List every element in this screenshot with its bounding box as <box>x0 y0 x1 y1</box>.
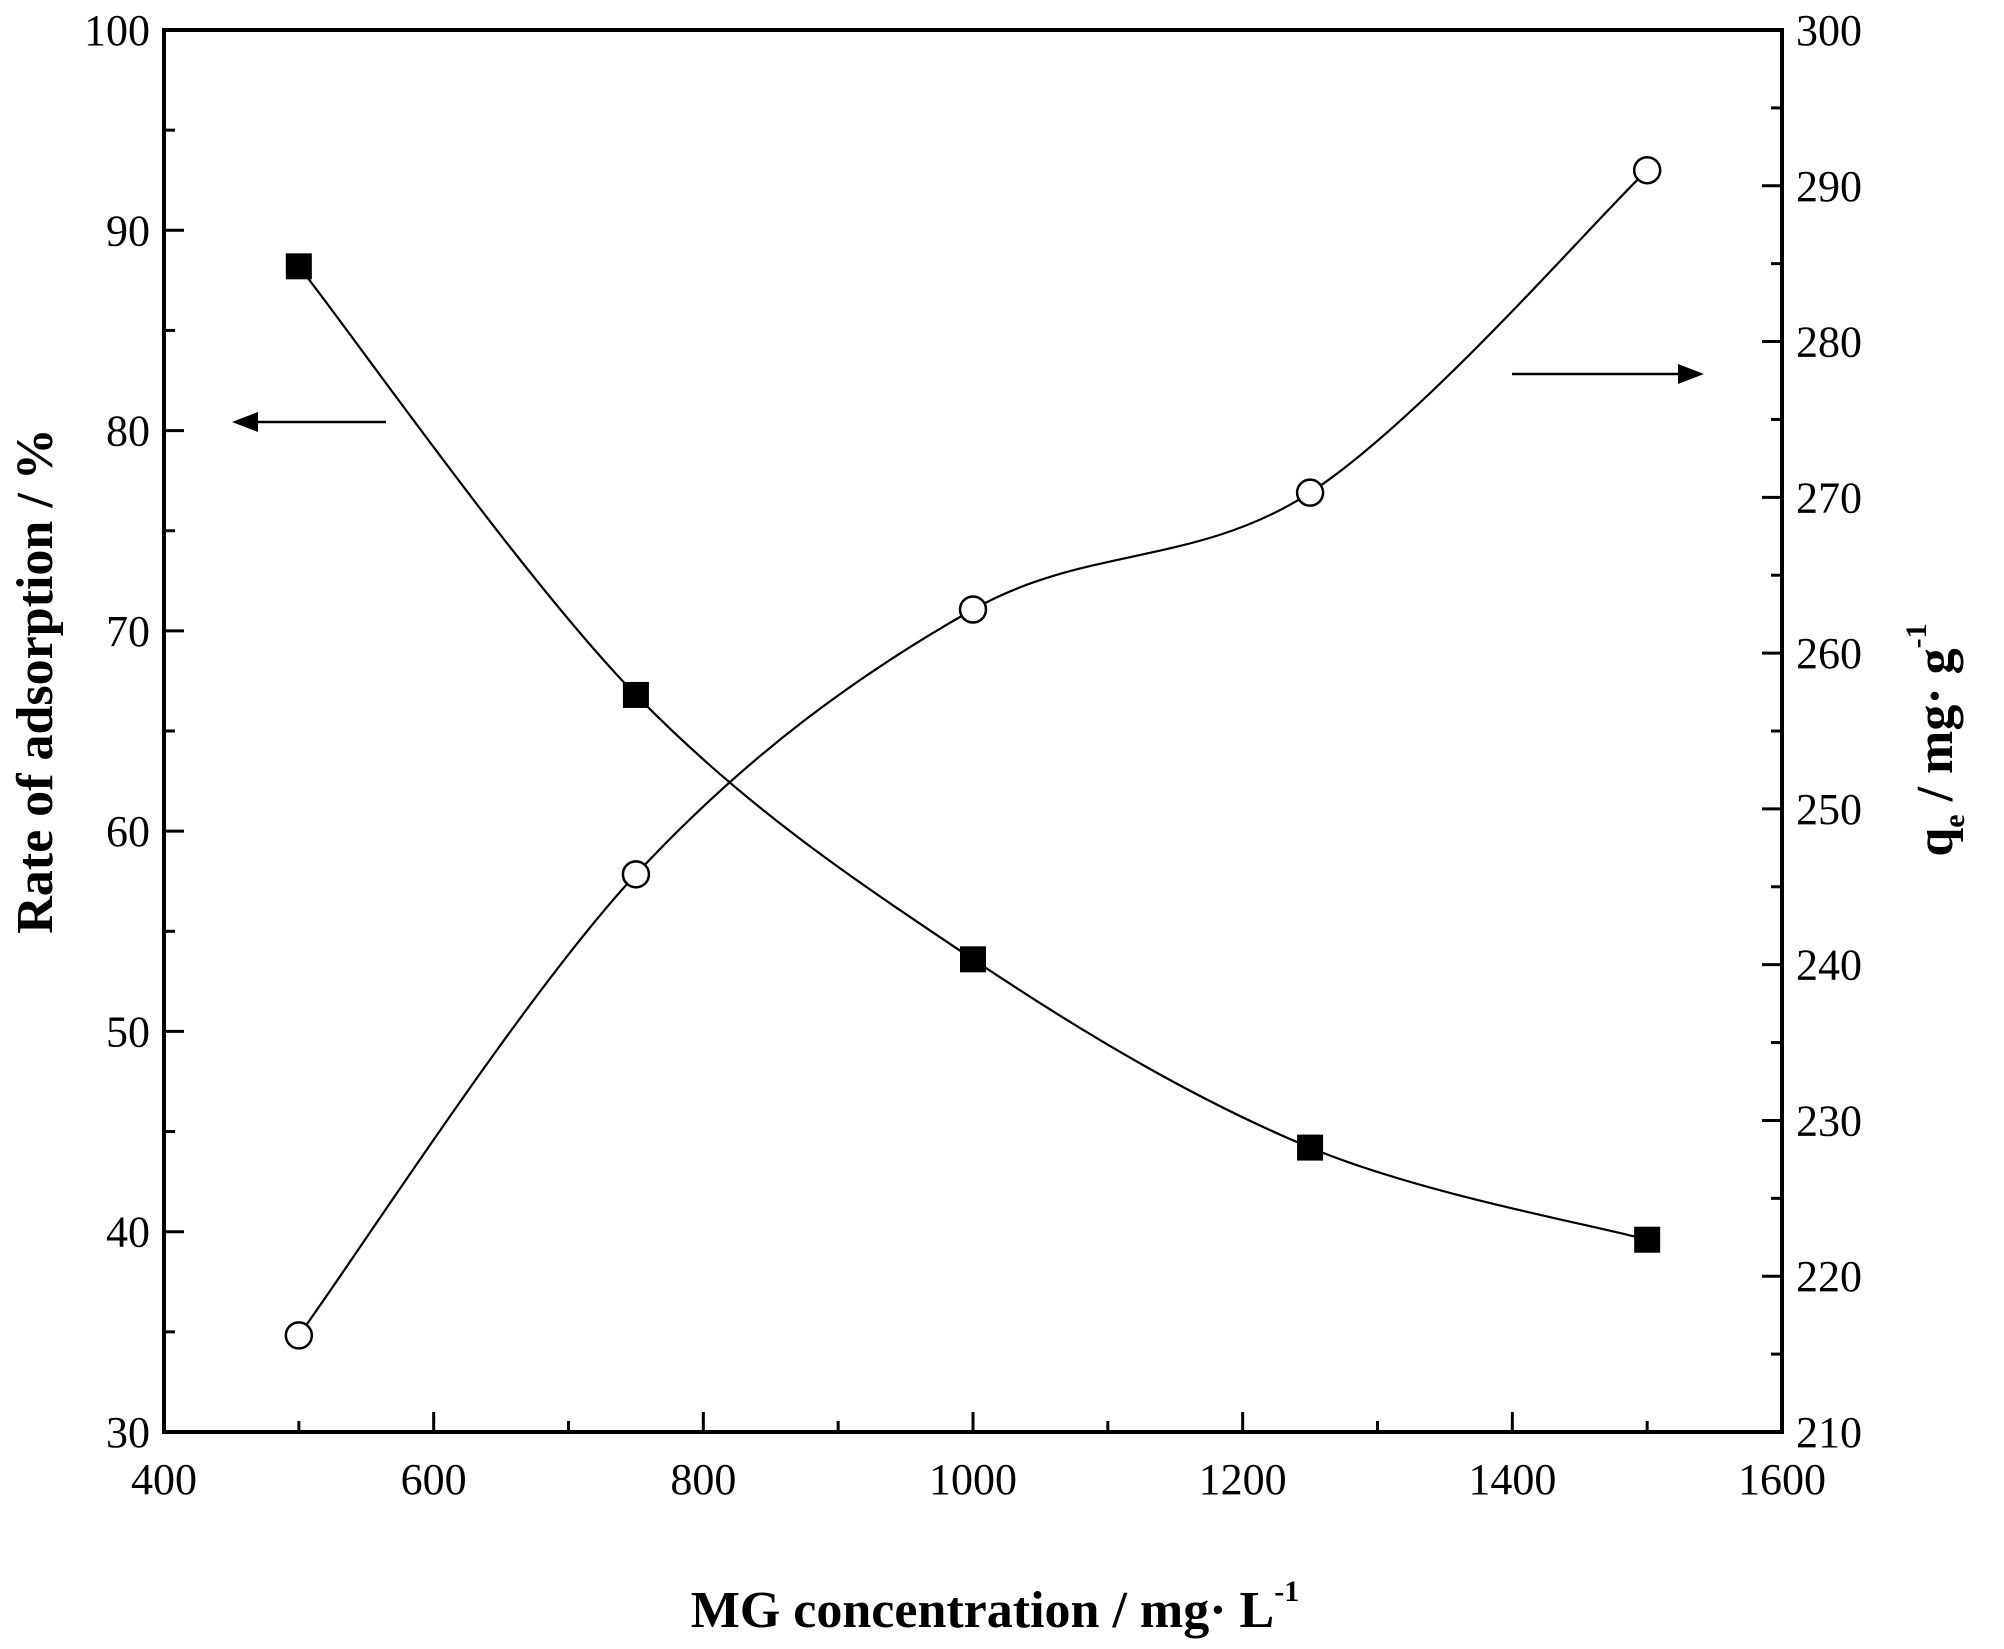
qe-point <box>621 860 651 889</box>
right-tick-label: 230 <box>1796 1096 1862 1145</box>
qe-point <box>1295 478 1325 507</box>
right-tick-label: 260 <box>1796 629 1862 678</box>
x-tick-label: 1400 <box>1468 1455 1556 1504</box>
right-y-axis: 210 220 230 240 250 260 270 280 290 300 <box>1762 6 1862 1457</box>
right-tick-label: 290 <box>1796 162 1862 211</box>
series-markers <box>284 155 1662 1350</box>
plot-frame <box>162 28 1784 1434</box>
left-tick-label: 40 <box>106 1208 150 1257</box>
left-tick-label: 100 <box>84 6 150 55</box>
right-tick-label: 270 <box>1796 473 1862 522</box>
x-tick-label: 1000 <box>929 1455 1017 1504</box>
left-axis-title: Rate of adsorption / % <box>7 428 64 934</box>
x-tick-label: 1600 <box>1738 1455 1826 1504</box>
x-axis-title: MG concentration / mg· L-1 <box>691 1575 1299 1639</box>
left-y-axis: 30 40 50 60 70 80 90 100 <box>84 6 184 1457</box>
rate-curve <box>297 265 1648 1241</box>
left-tick-label: 60 <box>106 807 150 856</box>
x-tick-label: 1200 <box>1199 1455 1287 1504</box>
qe-point <box>1632 155 1662 185</box>
x-tick-label: 600 <box>401 1455 467 1504</box>
right-tick-label: 250 <box>1796 785 1862 834</box>
left-tick-label: 30 <box>106 1408 150 1457</box>
x-tick-label: 800 <box>670 1455 736 1504</box>
rate-point <box>285 253 312 280</box>
x-axis: 400 600 800 1000 1200 1400 1600 <box>131 1412 1826 1504</box>
rate-point <box>1297 1134 1324 1161</box>
right-tick-label: 280 <box>1796 318 1862 367</box>
right-tick-label: 300 <box>1796 6 1862 55</box>
right-axis-title: qe / mg· g-1 <box>1900 623 1971 856</box>
left-axis-arrowhead <box>232 412 258 432</box>
left-tick-label: 80 <box>106 407 150 456</box>
qe-point <box>958 595 988 624</box>
rate-point <box>1634 1226 1661 1253</box>
right-axis-arrowhead <box>1678 364 1704 384</box>
left-tick-label: 70 <box>106 607 150 656</box>
axis-arrows <box>232 364 1704 432</box>
right-tick-label: 210 <box>1796 1408 1862 1457</box>
right-tick-label: 220 <box>1796 1252 1862 1301</box>
qe-point <box>284 1321 314 1350</box>
right-tick-label: 240 <box>1796 941 1862 990</box>
rate-point <box>960 946 986 973</box>
qe-curve <box>297 169 1648 1337</box>
series-curves <box>297 169 1648 1337</box>
rate-point <box>622 681 649 708</box>
left-tick-label: 90 <box>106 206 150 255</box>
left-tick-label: 50 <box>106 1007 150 1056</box>
x-tick-label: 400 <box>131 1455 197 1504</box>
